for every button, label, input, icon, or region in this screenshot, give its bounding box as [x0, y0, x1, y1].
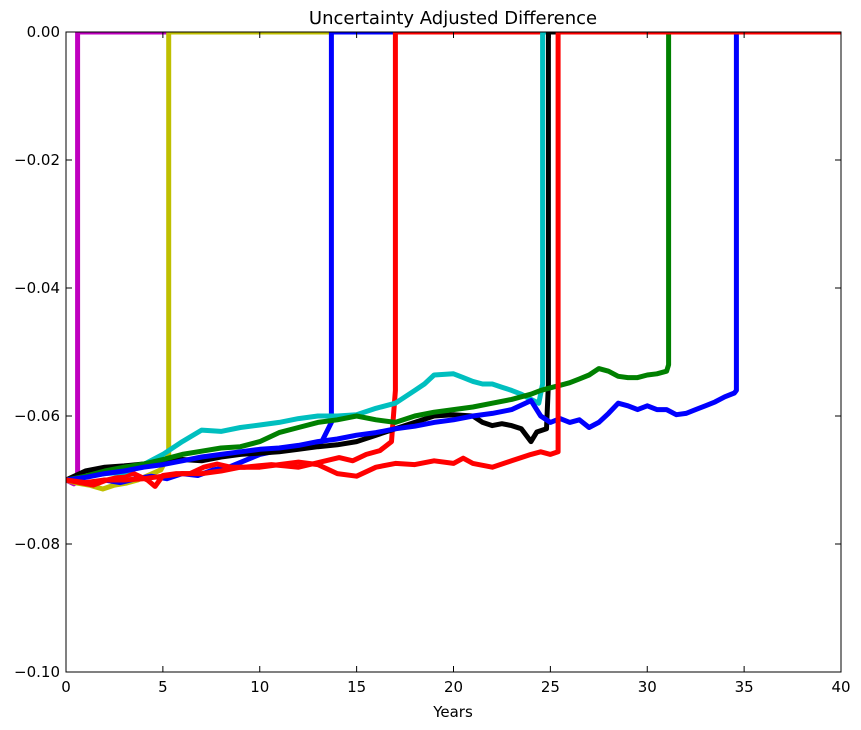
x-tick-label: 10 — [250, 678, 269, 696]
x-tick-label: 0 — [61, 678, 71, 696]
y-tick-label: −0.10 — [14, 663, 60, 681]
x-tick-label: 20 — [444, 678, 463, 696]
y-tick-label: 0.00 — [27, 23, 60, 41]
chart-title: Uncertainty Adjusted Difference — [309, 8, 597, 29]
x-tick-label: 5 — [158, 678, 168, 696]
x-axis-ticks: 0 5 10 15 20 25 30 35 40 — [61, 32, 851, 696]
series-group — [66, 32, 841, 492]
y-tick-label: −0.06 — [14, 407, 60, 425]
series-line-5 — [66, 32, 841, 483]
x-tick-label: 25 — [541, 678, 560, 696]
y-tick-label: −0.02 — [14, 151, 60, 169]
series-line-7 — [66, 32, 841, 483]
y-axis-ticks: 0.00 −0.02 −0.04 −0.06 −0.08 −0.10 — [14, 23, 841, 681]
x-tick-label: 35 — [735, 678, 754, 696]
x-axis-label: Years — [432, 703, 473, 721]
series-line-6 — [66, 32, 841, 483]
y-tick-label: −0.04 — [14, 279, 60, 297]
series-line-8 — [66, 32, 841, 483]
x-tick-label: 40 — [831, 678, 850, 696]
x-tick-label: 30 — [638, 678, 657, 696]
series-line-9 — [66, 32, 841, 486]
x-tick-label: 15 — [347, 678, 366, 696]
y-tick-label: −0.08 — [14, 535, 60, 553]
plot-frame — [65, 31, 842, 673]
